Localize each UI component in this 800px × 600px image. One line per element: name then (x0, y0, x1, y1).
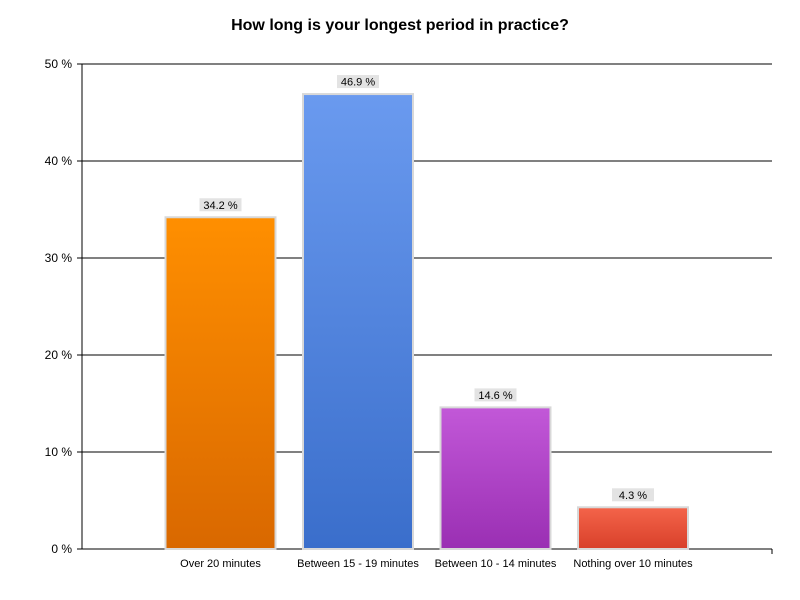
y-tick-label: 50 % (45, 57, 73, 71)
data-label-background (474, 388, 517, 402)
x-tick-label: Over 20 minutes (180, 558, 261, 570)
bar (577, 506, 689, 551)
x-tick-label: Between 10 - 14 minutes (435, 558, 557, 570)
x-tick-label: Nothing over 10 minutes (573, 558, 693, 570)
data-label: 14.6 % (478, 390, 512, 402)
chart-title: How long is your longest period in pract… (231, 17, 569, 34)
data-label: 4.3 % (619, 490, 647, 502)
x-tick-label: Between 15 - 19 minutes (297, 558, 419, 570)
y-tick-label: 20 % (45, 348, 73, 362)
y-tick-label: 10 % (45, 445, 73, 459)
y-tick-label: 30 % (45, 251, 73, 265)
data-label-background (199, 198, 242, 212)
data-label-background (612, 488, 654, 502)
data-label: 34.2 % (203, 200, 237, 212)
bar (439, 406, 552, 550)
y-tick-label: 40 % (45, 154, 73, 168)
data-label-background (337, 75, 379, 89)
data-label: 46.9 % (341, 77, 375, 89)
bar (302, 93, 414, 550)
bar (164, 216, 277, 550)
y-tick-label: 0 % (51, 542, 72, 556)
